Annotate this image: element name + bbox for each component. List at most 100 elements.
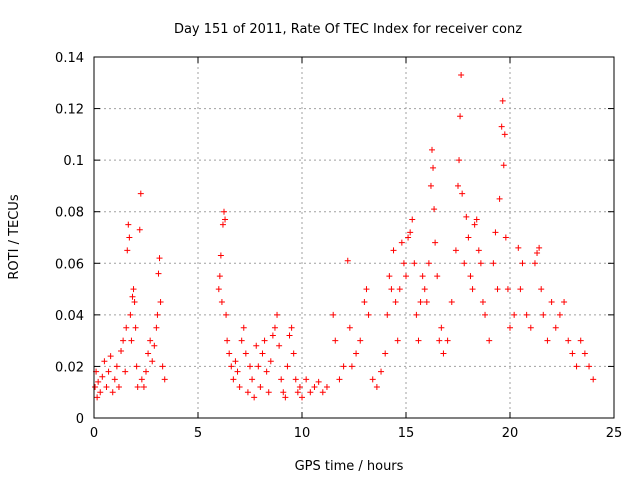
tick-labels: 0 5 10 15 20 25 0 0.02 0.04 0.06 0.08 0.1 0.12 0.14 <box>55 51 622 441</box>
data-point <box>423 298 430 305</box>
data-point <box>311 384 318 391</box>
data-point <box>336 376 343 383</box>
data-point <box>502 234 509 241</box>
data-point <box>417 298 424 305</box>
data-point <box>581 350 588 357</box>
data-point <box>463 213 470 220</box>
data-point <box>299 394 305 401</box>
x-tick-label: 0 <box>90 426 98 441</box>
data-point <box>143 368 149 375</box>
axis-ticks <box>93 56 615 419</box>
data-point <box>136 226 143 233</box>
data-point <box>228 363 235 370</box>
data-point <box>527 324 534 331</box>
data-points <box>92 72 597 401</box>
data-point <box>548 298 555 305</box>
x-tick-label: 15 <box>398 426 415 441</box>
data-point <box>482 311 489 318</box>
y-tick-label: 0 <box>76 412 84 427</box>
data-point <box>103 384 110 391</box>
data-point <box>413 311 420 318</box>
data-point <box>429 146 435 153</box>
data-point <box>419 273 426 280</box>
data-point <box>465 234 472 241</box>
data-point <box>284 363 291 370</box>
data-point <box>232 358 239 365</box>
chart-title: Day 151 of 2011, Rate Of TEC Index for r… <box>174 22 522 37</box>
data-point <box>290 350 297 357</box>
y-tick-label: 0.06 <box>55 257 84 272</box>
data-point <box>427 182 434 189</box>
data-point <box>145 350 152 357</box>
data-point <box>536 244 543 251</box>
data-point <box>238 337 245 344</box>
data-point <box>156 255 163 262</box>
data-point <box>109 389 116 396</box>
data-point <box>544 337 551 344</box>
data-point <box>259 350 266 357</box>
data-point <box>125 221 132 228</box>
data-point <box>382 350 389 357</box>
data-point <box>221 208 227 215</box>
x-tick-label: 25 <box>606 426 623 441</box>
data-point <box>346 324 353 331</box>
data-point <box>286 332 293 339</box>
data-point <box>467 273 474 280</box>
data-point <box>255 363 262 370</box>
data-point <box>577 337 584 344</box>
data-point <box>133 363 140 370</box>
data-point <box>499 97 506 104</box>
data-point <box>101 358 108 365</box>
data-point <box>569 350 576 357</box>
data-point <box>126 234 133 241</box>
data-point <box>216 273 223 280</box>
data-point <box>124 247 131 254</box>
data-point <box>458 72 465 79</box>
data-point <box>353 350 360 357</box>
data-point <box>131 298 138 305</box>
data-point <box>573 363 580 370</box>
data-point <box>501 131 508 138</box>
data-point <box>157 298 164 305</box>
data-point <box>113 363 120 370</box>
data-point <box>127 311 134 318</box>
data-point <box>392 298 399 305</box>
data-point <box>276 342 283 349</box>
data-point <box>132 324 139 331</box>
x-tick-label: 5 <box>194 426 202 441</box>
data-point <box>405 234 412 241</box>
data-point <box>130 286 137 293</box>
y-tick-label: 0.1 <box>63 154 84 169</box>
data-point <box>151 342 158 349</box>
data-point <box>115 384 122 391</box>
data-point <box>140 384 147 391</box>
data-point <box>261 337 268 344</box>
data-point <box>409 216 416 223</box>
data-point <box>365 311 372 318</box>
data-point <box>111 376 118 383</box>
data-point <box>556 311 563 318</box>
data-point <box>134 384 141 391</box>
data-point <box>590 376 597 383</box>
data-point <box>411 260 418 267</box>
data-point <box>222 216 229 223</box>
data-point <box>92 384 99 391</box>
data-point <box>444 337 451 344</box>
data-point <box>461 260 468 267</box>
data-point <box>278 376 285 383</box>
data-point <box>223 311 230 318</box>
data-point <box>340 363 347 370</box>
data-point <box>523 311 530 318</box>
data-point <box>149 358 156 365</box>
data-point <box>236 384 243 391</box>
data-point <box>455 182 461 189</box>
data-point <box>452 247 459 254</box>
data-point <box>224 337 231 344</box>
data-point <box>257 384 264 391</box>
data-point <box>332 337 339 344</box>
data-point <box>269 332 276 339</box>
data-point <box>161 376 168 383</box>
plot-frame <box>93 56 615 419</box>
data-point <box>373 384 380 391</box>
data-point <box>436 337 443 344</box>
